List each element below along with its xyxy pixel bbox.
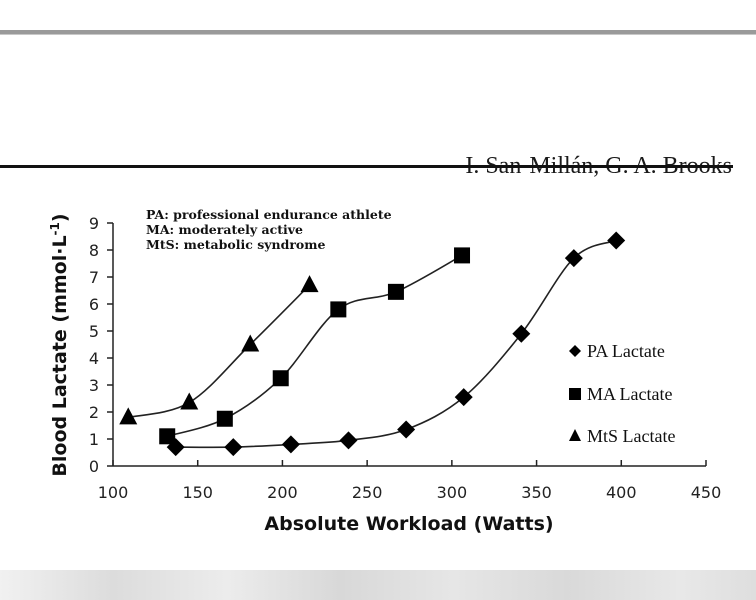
y-tick-label: 8 [89, 241, 99, 260]
x-tick-label: 250 [352, 483, 383, 502]
data-point-diamond [339, 431, 358, 450]
series-curve-triangle [128, 284, 311, 419]
series-curve-square [166, 254, 463, 438]
data-point-square [216, 410, 233, 427]
x-tick-label: 300 [437, 483, 468, 502]
series-curve-diamond [175, 239, 617, 449]
legend-label: MtS Lactate [587, 426, 675, 446]
y-axis-title: Blood Lactate (mmol·L-1) [48, 213, 71, 476]
y-tick-label: 5 [89, 322, 99, 341]
data-point-square [454, 247, 471, 264]
x-axis-title: Absolute Workload (Watts) [264, 513, 553, 535]
header-rule [0, 165, 733, 168]
legend-square-icon [569, 388, 581, 400]
data-point-triangle [119, 407, 138, 425]
data-point-triangle [180, 392, 199, 410]
top-page-rule [0, 30, 756, 35]
y-tick-label: 2 [89, 403, 99, 422]
x-tick-label: 200 [267, 483, 298, 502]
annotation-pa: PA: professional endurance athlete [146, 207, 392, 222]
y-axis-title-main: Blood Lactate (mmol·L [49, 235, 71, 476]
data-point-diamond [454, 388, 473, 407]
annotation-mts: MtS: metabolic syndrome [146, 237, 325, 252]
annotation-ma: MA: moderately active [146, 222, 303, 237]
data-point-square [330, 301, 347, 318]
legend-label: MA Lactate [587, 384, 672, 404]
data-point-diamond [281, 435, 300, 454]
data-point-diamond [564, 249, 583, 268]
x-tick-label: 100 [98, 483, 129, 502]
y-tick-label: 6 [89, 295, 99, 314]
data-point-diamond [512, 324, 531, 343]
x-tick-label: 450 [691, 483, 722, 502]
data-point-triangle [241, 334, 260, 352]
data-point-triangle [300, 275, 319, 293]
y-axis-title-close: ) [49, 213, 71, 222]
legend-label: PA Lactate [587, 341, 665, 361]
y-tick-label: 4 [89, 349, 99, 368]
data-point-square [159, 428, 176, 445]
legend-diamond-icon [569, 345, 581, 357]
y-tick-label: 3 [89, 376, 99, 395]
y-tick-label: 0 [89, 457, 99, 476]
x-tick-label: 400 [606, 483, 637, 502]
bottom-shadow [0, 570, 756, 600]
y-tick-label: 9 [89, 214, 99, 233]
x-tick-label: 150 [182, 483, 213, 502]
y-tick-label: 7 [89, 268, 99, 287]
data-point-diamond [397, 420, 416, 439]
x-tick-label: 350 [521, 483, 552, 502]
y-axis-title-superscript: -1 [48, 222, 62, 235]
data-point-diamond [607, 231, 626, 250]
data-point-square [272, 370, 289, 387]
legend-triangle-icon [569, 429, 581, 441]
data-point-diamond [224, 438, 243, 457]
y-tick-label: 1 [89, 430, 99, 449]
data-point-square [387, 283, 404, 300]
